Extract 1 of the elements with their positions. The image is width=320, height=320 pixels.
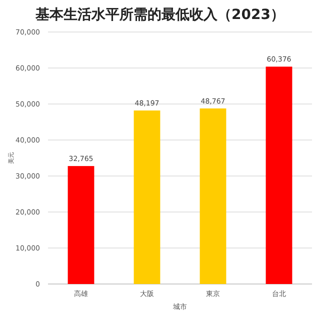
title: 基本生活水平所需的最低收入（2023） (36, 7, 284, 23)
